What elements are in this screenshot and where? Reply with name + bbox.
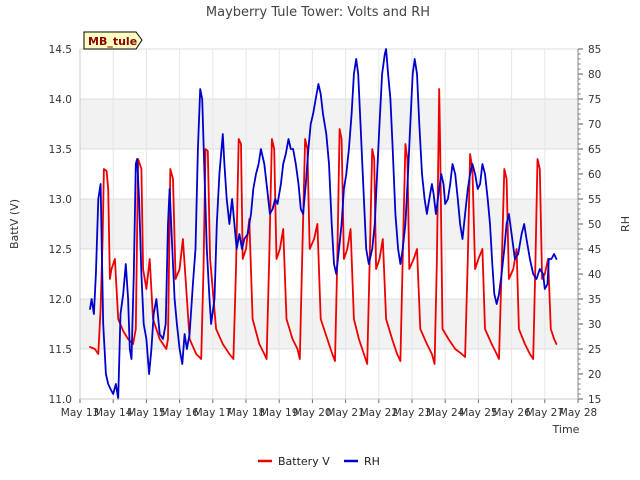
y-left-tick-label: 11.5 xyxy=(49,344,72,356)
x-axis-label: Time xyxy=(552,423,580,436)
x-tick-label: May 25 xyxy=(459,407,497,419)
y-right-tick-label: 70 xyxy=(588,119,601,131)
y-right-tick-label: 25 xyxy=(588,344,601,356)
legend-label-rh: RH xyxy=(364,455,380,468)
y-right-axis-label: RH xyxy=(619,216,632,232)
y-right-tick-label: 40 xyxy=(588,269,601,281)
series-line-battery-v xyxy=(89,88,558,365)
y-right-tick-label: 80 xyxy=(588,69,601,81)
x-tick-label: May 27 xyxy=(526,407,564,419)
x-tick-label: May 15 xyxy=(127,407,165,419)
y-right-tick-label: 65 xyxy=(588,144,601,156)
plot-band xyxy=(80,299,578,349)
plot-band xyxy=(80,199,578,249)
badge-label: MB_tule xyxy=(88,35,137,48)
plot-bands xyxy=(80,99,578,349)
y-right-tick-label: 85 xyxy=(588,44,601,56)
x-tick-label: May 20 xyxy=(293,407,331,419)
series-layer xyxy=(89,48,558,400)
badge-shape xyxy=(83,31,143,50)
x-tick-label: May 22 xyxy=(360,407,398,419)
x-tick-label: May 28 xyxy=(559,407,597,419)
y-right-tick-label: 35 xyxy=(588,294,601,306)
x-tick-label: May 17 xyxy=(194,407,232,419)
y-left-axis-label: BattV (V) xyxy=(8,199,21,249)
chart-title: Mayberry Tule Tower: Volts and RH xyxy=(206,5,430,20)
y-left-tick-label: 13.0 xyxy=(49,194,72,206)
y-right-tick-label: 30 xyxy=(588,319,601,331)
y-left-tick-label: 14.5 xyxy=(49,44,72,56)
y-right-tick-label: 55 xyxy=(588,194,601,206)
series-line-rh xyxy=(89,48,558,400)
y-right-tick-label: 15 xyxy=(588,394,601,406)
legend: Battery V RH xyxy=(258,455,380,468)
y-left-tick-label: 12.5 xyxy=(49,244,72,256)
y-right-tick-label: 50 xyxy=(588,219,601,231)
legend-item-battery-v[interactable]: Battery V xyxy=(258,455,330,468)
x-tick-label: May 26 xyxy=(492,407,531,419)
y-right-tick-label: 20 xyxy=(588,369,601,381)
legend-item-rh[interactable]: RH xyxy=(344,455,380,468)
x-tick-label: May 13 xyxy=(61,407,99,419)
x-tick-label: May 19 xyxy=(260,407,298,419)
legend-label-battery-v: Battery V xyxy=(278,455,330,468)
station-badge: MB_tule xyxy=(83,31,143,50)
y-right-tick-label: 60 xyxy=(588,169,601,181)
x-tick-label: May 14 xyxy=(94,407,133,419)
y-left-tick-label: 11.0 xyxy=(49,394,72,406)
x-tick-label: May 18 xyxy=(227,407,265,419)
x-tick-label: May 16 xyxy=(160,407,199,419)
y-right-tick-label: 75 xyxy=(588,94,601,106)
plot-band xyxy=(80,99,578,149)
y-left-tick-label: 14.0 xyxy=(49,94,72,106)
x-tick-label: May 23 xyxy=(393,407,431,419)
x-tick-label: May 21 xyxy=(326,407,364,419)
x-tick-label: May 24 xyxy=(426,407,465,419)
y-left-tick-label: 12.0 xyxy=(49,294,72,306)
y-right-tick-label: 45 xyxy=(588,244,601,256)
y-left-tick-label: 13.5 xyxy=(49,144,72,156)
